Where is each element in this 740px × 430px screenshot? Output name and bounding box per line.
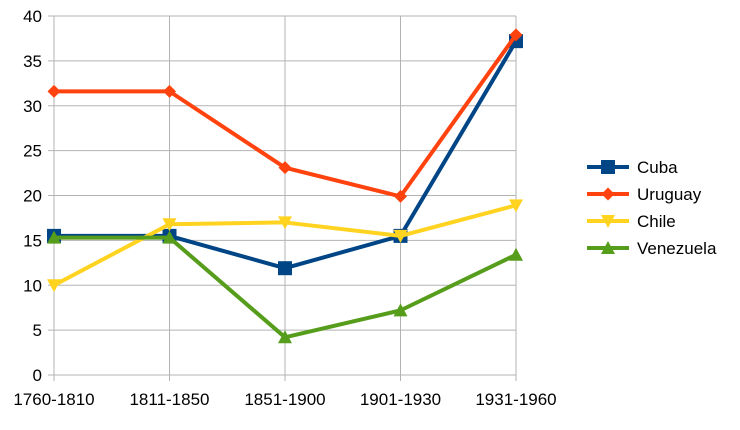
legend-label: Uruguay bbox=[637, 185, 702, 204]
legend-marker-venezuela bbox=[601, 241, 615, 254]
y-tick-label: 0 bbox=[33, 366, 42, 385]
x-tick-label: 1851-1900 bbox=[244, 390, 325, 409]
data-point-chile bbox=[162, 218, 177, 232]
x-tick-label: 1931-1960 bbox=[475, 390, 556, 409]
y-tick-label: 35 bbox=[23, 52, 42, 71]
data-point-chile bbox=[509, 199, 523, 213]
x-axis-tick-labels: 1760-1810 1811-1850 1851-1900 1901-1930 1931… bbox=[13, 390, 556, 409]
data-point-uruguay bbox=[394, 189, 407, 203]
data-point-venezuela bbox=[47, 230, 61, 244]
y-tick-label: 15 bbox=[23, 231, 42, 250]
x-tick-label: 1811-1850 bbox=[129, 390, 209, 409]
data-point-uruguay bbox=[47, 84, 61, 98]
x-tick-label: 1901-1930 bbox=[360, 390, 441, 409]
legend-item-chile: Chile bbox=[587, 212, 676, 231]
y-tick-label: 40 bbox=[23, 7, 42, 26]
series-group bbox=[47, 28, 523, 344]
x-tick-label: 1760-1810 bbox=[13, 390, 94, 409]
data-point-venezuela bbox=[278, 330, 292, 344]
data-point-chile bbox=[393, 229, 408, 243]
y-tick-label: 5 bbox=[33, 321, 42, 340]
y-tick-label: 10 bbox=[23, 276, 42, 295]
data-point-uruguay bbox=[163, 84, 176, 98]
data-point-chile bbox=[47, 279, 61, 293]
legend-label: Chile bbox=[637, 212, 676, 231]
data-point-uruguay bbox=[278, 161, 292, 175]
legend: Cuba Uruguay Chile Venezuela bbox=[587, 158, 717, 258]
legend-marker-uruguay bbox=[601, 187, 615, 201]
series-uruguay bbox=[47, 28, 523, 203]
legend-label: Venezuela bbox=[637, 239, 717, 258]
data-point-venezuela bbox=[509, 247, 523, 261]
legend-item-uruguay: Uruguay bbox=[587, 185, 702, 204]
y-axis-tick-labels: 0 5 10 15 20 25 30 35 40 bbox=[23, 7, 42, 385]
legend-marker-cuba bbox=[601, 160, 615, 174]
data-point-chile bbox=[278, 216, 292, 230]
legend-item-cuba: Cuba bbox=[587, 158, 678, 177]
series-chile bbox=[47, 199, 523, 293]
legend-item-venezuela: Venezuela bbox=[587, 239, 717, 258]
grid-lines bbox=[54, 15, 517, 375]
data-point-venezuela bbox=[162, 230, 177, 244]
y-tick-label: 20 bbox=[23, 187, 42, 206]
data-point-cuba bbox=[278, 261, 292, 276]
y-tick-label: 25 bbox=[23, 142, 42, 161]
legend-label: Cuba bbox=[637, 158, 678, 177]
data-point-uruguay bbox=[509, 28, 523, 42]
legend-marker-chile bbox=[601, 215, 615, 228]
data-point-venezuela bbox=[393, 303, 408, 317]
axes bbox=[48, 15, 517, 381]
y-tick-label: 30 bbox=[23, 97, 42, 116]
series-venezuela bbox=[47, 230, 523, 344]
